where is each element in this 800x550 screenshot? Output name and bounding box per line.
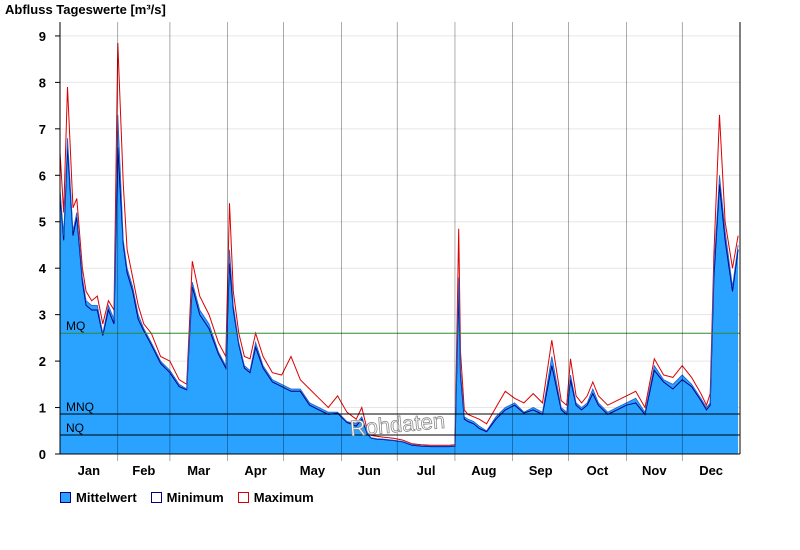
y-tick-label: 4 xyxy=(39,261,47,276)
axes xyxy=(55,22,741,455)
y-tick-labels: 0 1 2 3 4 5 6 7 8 9 xyxy=(39,29,60,462)
grid xyxy=(60,35,740,409)
y-tick-label: 3 xyxy=(39,308,46,323)
chart-title: Abfluss Tageswerte [m³/s] xyxy=(5,2,166,17)
y-tick-label: 6 xyxy=(39,168,46,183)
reference-lines: MQ MNQ NQ xyxy=(60,319,740,436)
legend-item-minimum[interactable]: Minimum xyxy=(150,490,224,505)
y-tick-label: 9 xyxy=(39,29,46,44)
x-tick-label: Mar xyxy=(187,463,210,478)
y-tick-label: 5 xyxy=(39,215,46,230)
series-area-mittelwert xyxy=(60,114,739,455)
series-line-minimum xyxy=(59,147,739,448)
ref-label-nq: NQ xyxy=(66,421,84,435)
y-tick-label: 1 xyxy=(39,401,46,416)
legend-label-minimum: Minimum xyxy=(166,490,224,505)
legend: Mittelwert Minimum Maximum xyxy=(60,490,314,505)
x-tick-label: Apr xyxy=(244,463,266,478)
x-tick-labels: Jan Feb Mar Apr May Jun Jul Aug Sep Oct Nov Dec xyxy=(78,463,723,478)
legend-item-mean[interactable]: Mittelwert xyxy=(60,490,137,505)
x-tick-label: Feb xyxy=(132,463,155,478)
legend-label-mean: Mittelwert xyxy=(76,490,137,505)
y-tick-label: 2 xyxy=(39,354,46,369)
series-line-maximum xyxy=(59,42,739,446)
legend-swatch-minimum xyxy=(150,492,162,503)
x-tick-label: Jan xyxy=(78,463,100,478)
series-lines xyxy=(59,42,739,448)
x-tick-label: Oct xyxy=(587,463,609,478)
legend-item-maximum[interactable]: Maximum xyxy=(237,490,314,505)
mean-area xyxy=(60,114,739,455)
legend-label-maximum: Maximum xyxy=(253,490,314,505)
month-separators xyxy=(117,22,683,461)
x-tick-label: Nov xyxy=(642,463,667,478)
legend-swatch-maximum xyxy=(237,492,249,503)
x-tick-label: May xyxy=(300,463,326,478)
ref-label-mnq: MNQ xyxy=(66,400,94,414)
y-tick-label: 8 xyxy=(39,75,46,90)
y-tick-label: 0 xyxy=(39,447,46,462)
y-tick-label: 7 xyxy=(39,122,46,137)
series-line-mittelwert xyxy=(59,114,739,447)
ref-label-mq: MQ xyxy=(66,319,85,333)
x-tick-label: Sep xyxy=(529,463,553,478)
x-tick-label: Jun xyxy=(358,463,381,478)
x-tick-label: Jul xyxy=(417,463,436,478)
x-tick-label: Aug xyxy=(471,463,496,478)
x-tick-label: Dec xyxy=(699,463,723,478)
legend-swatch-mean xyxy=(60,492,71,503)
